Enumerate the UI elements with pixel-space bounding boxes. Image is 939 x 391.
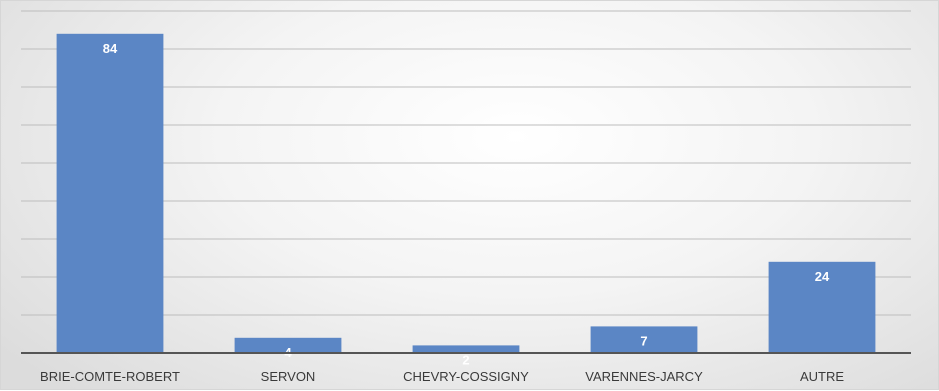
- x-tick-label-varennes-jarcy: VARENNES-JARCY: [585, 369, 703, 384]
- data-label-autre: 24: [815, 269, 830, 284]
- bar-servon: [234, 337, 342, 353]
- data-label-brie-comte-robert: 84: [103, 41, 118, 56]
- data-label-varennes-jarcy: 7: [640, 333, 647, 348]
- x-tick-label-chevry-cossigny: CHEVRY-COSSIGNY: [403, 369, 529, 384]
- bar-chevry-cossigny: [412, 345, 520, 353]
- x-tick-label-autre: AUTRE: [800, 369, 844, 384]
- bar-brie-comte-robert: [56, 33, 164, 354]
- x-tick-label-brie-comte-robert: BRIE-COMTE-ROBERT: [40, 369, 180, 384]
- data-label-chevry-cossigny: 2: [462, 352, 469, 367]
- x-tick-label-servon: SERVON: [261, 369, 316, 384]
- x-tick-labels: BRIE-COMTE-ROBERT SERVON CHEVRY-COSSIGNY VA…: [40, 369, 844, 384]
- data-labels: 8442724: [103, 41, 830, 368]
- gridlines: [21, 10, 911, 316]
- bar-autre: [768, 261, 876, 353]
- bar-varennes-jarcy: [590, 326, 698, 353]
- bars: [56, 33, 876, 354]
